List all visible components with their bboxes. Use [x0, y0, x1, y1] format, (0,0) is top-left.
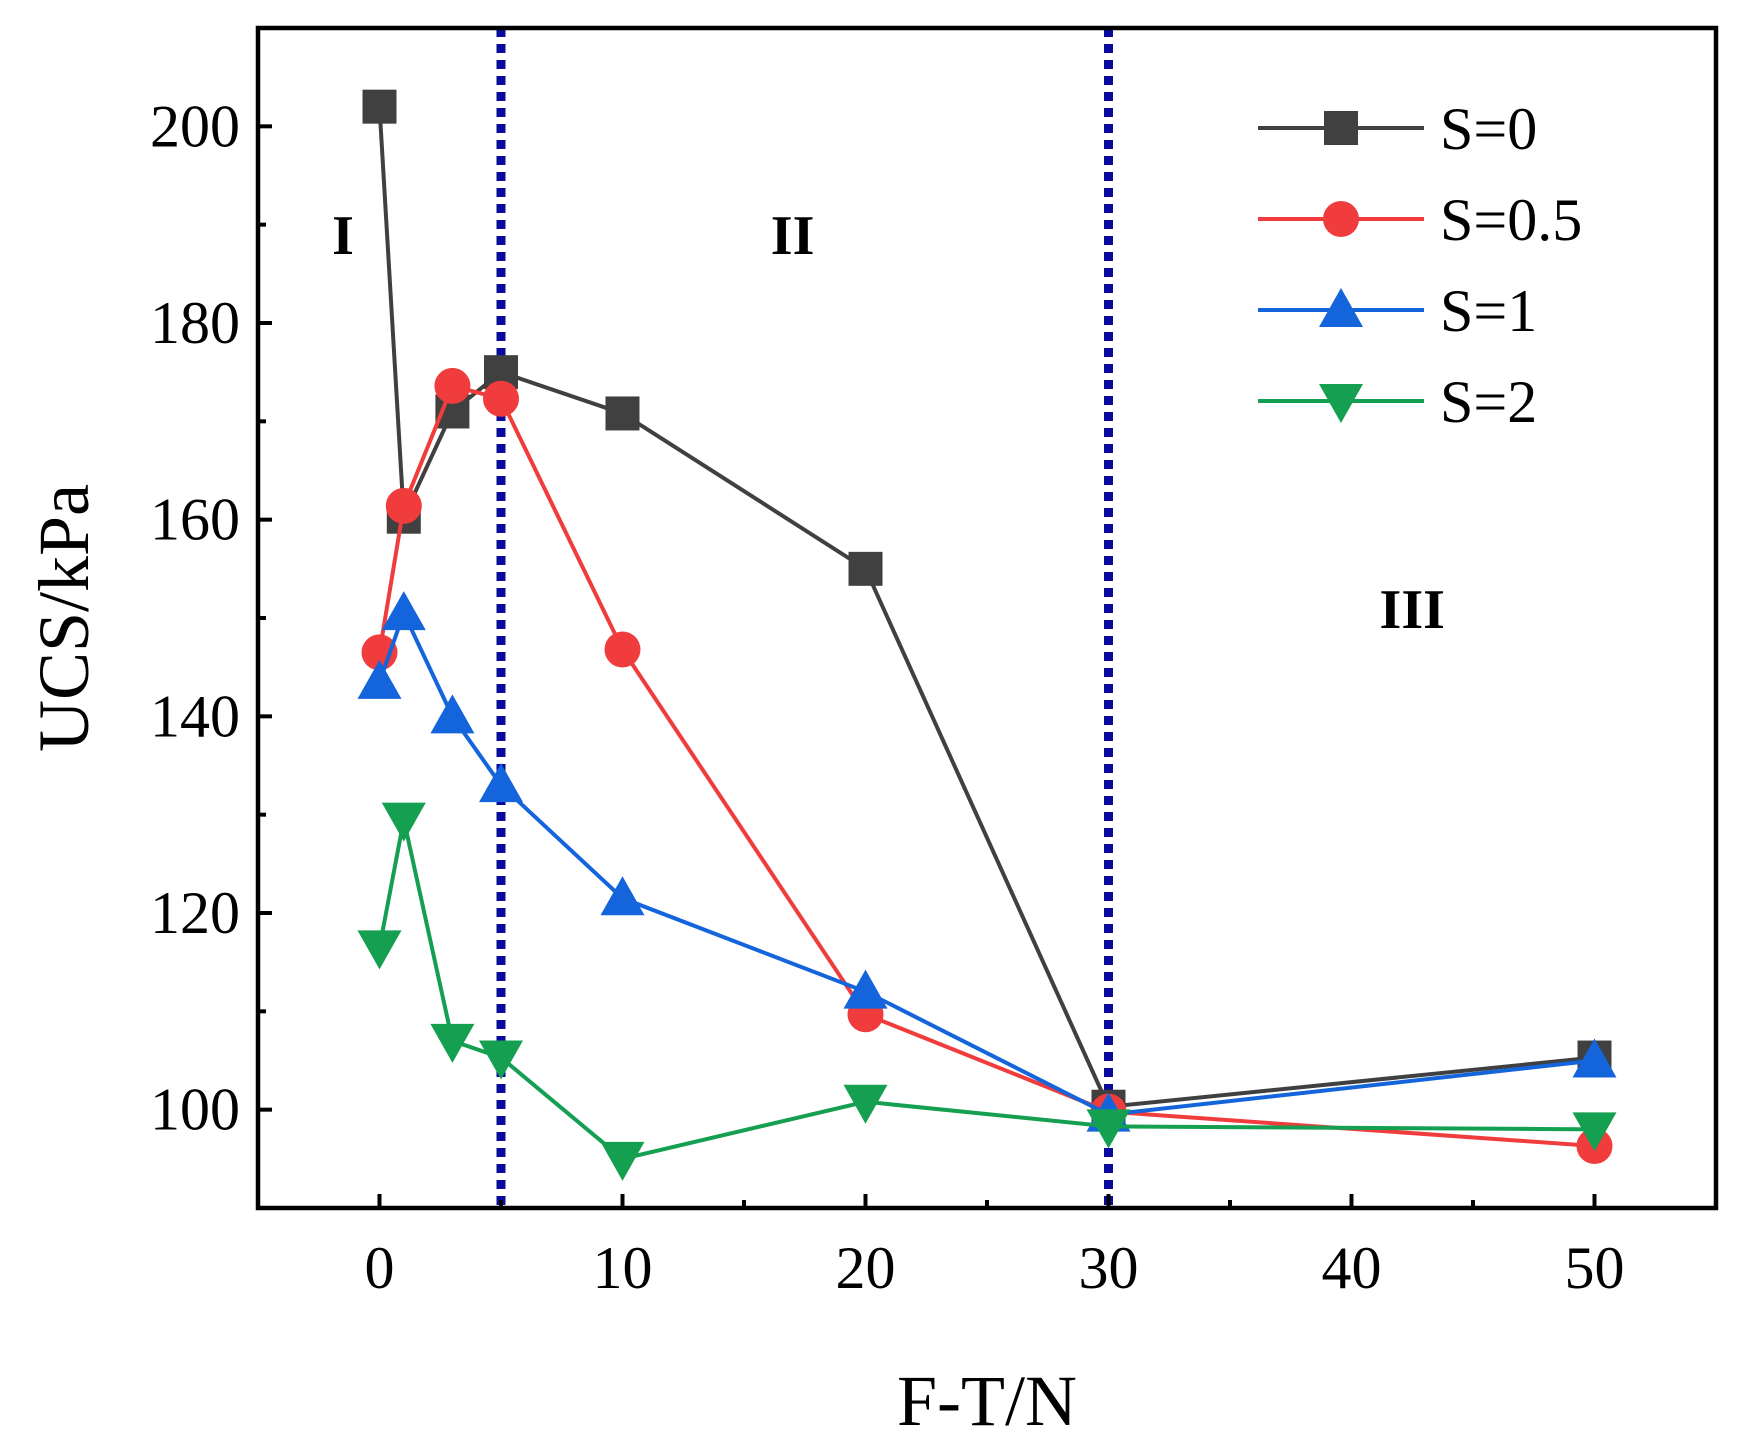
data-point: [483, 380, 519, 417]
series-s-1: [357, 591, 1617, 1132]
data-point: [430, 694, 475, 734]
legend-marker: [1323, 201, 1359, 237]
legend-marker: [1319, 384, 1363, 423]
series-s-0-5: [361, 367, 1613, 1165]
legend-label: S=2: [1440, 369, 1537, 435]
data-point: [357, 930, 402, 970]
data-point: [381, 591, 426, 631]
data-point: [434, 367, 471, 404]
data-point: [1086, 1109, 1131, 1149]
legend-marker: [1319, 288, 1363, 327]
series-layer: [357, 89, 1617, 1181]
data-point: [362, 89, 397, 124]
data-point: [600, 1141, 645, 1181]
y-tick-label: 100: [150, 1077, 240, 1143]
data-point: [479, 763, 523, 803]
y-tick-label: 120: [150, 880, 240, 946]
data-point: [843, 969, 888, 1009]
y-tick-label: 140: [150, 683, 240, 749]
x-tick-label: 0: [365, 1235, 395, 1301]
legend-marker: [1324, 111, 1358, 145]
y-tick-label: 160: [150, 487, 240, 553]
data-point: [430, 1023, 475, 1063]
data-point: [605, 396, 640, 431]
stage-label: III: [1380, 579, 1445, 641]
y-tick-label: 200: [150, 93, 240, 159]
x-tick-label: 30: [1079, 1235, 1139, 1301]
stage-label: I: [332, 205, 354, 267]
x-tick-label: 10: [593, 1235, 653, 1301]
data-point: [848, 551, 883, 586]
series-line: [377, 607, 1595, 1117]
data-point: [381, 802, 426, 842]
data-point: [604, 631, 641, 668]
data-point: [843, 1084, 888, 1124]
x-tick-label: 40: [1322, 1235, 1382, 1301]
y-tick-label: 180: [150, 290, 240, 356]
data-point: [600, 876, 645, 916]
axes-layer: 0 10 20 30 40 50 100 120 140 160 180 200: [150, 93, 1625, 1301]
stage-label: II: [771, 205, 815, 267]
x-tick-label: 50: [1565, 1235, 1625, 1301]
legend-item: S=0.5: [1258, 187, 1582, 253]
data-point: [479, 1040, 523, 1080]
x-axis-title: F-T/N: [897, 1361, 1077, 1441]
legend-label: S=0.5: [1440, 187, 1582, 253]
legend-item: S=1: [1258, 278, 1537, 344]
data-point: [357, 659, 402, 699]
x-tick-label: 20: [836, 1235, 896, 1301]
legend-item: S=2: [1258, 369, 1537, 435]
data-point: [385, 487, 422, 524]
series-line: [377, 819, 1595, 1162]
legend-label: S=0: [1440, 96, 1537, 162]
legend-label: S=1: [1440, 278, 1537, 344]
data-point: [1572, 1038, 1617, 1078]
series-s-2: [357, 802, 1617, 1181]
legend: S=0 S=0.5 S=1 S=2: [1258, 96, 1582, 435]
legend-item: S=0: [1258, 96, 1537, 162]
stage-dividers: [496, 28, 1113, 1208]
series-line: [377, 383, 1595, 1149]
y-axis-title: UCS/kPa: [24, 484, 104, 752]
data-point: [1572, 1112, 1617, 1152]
